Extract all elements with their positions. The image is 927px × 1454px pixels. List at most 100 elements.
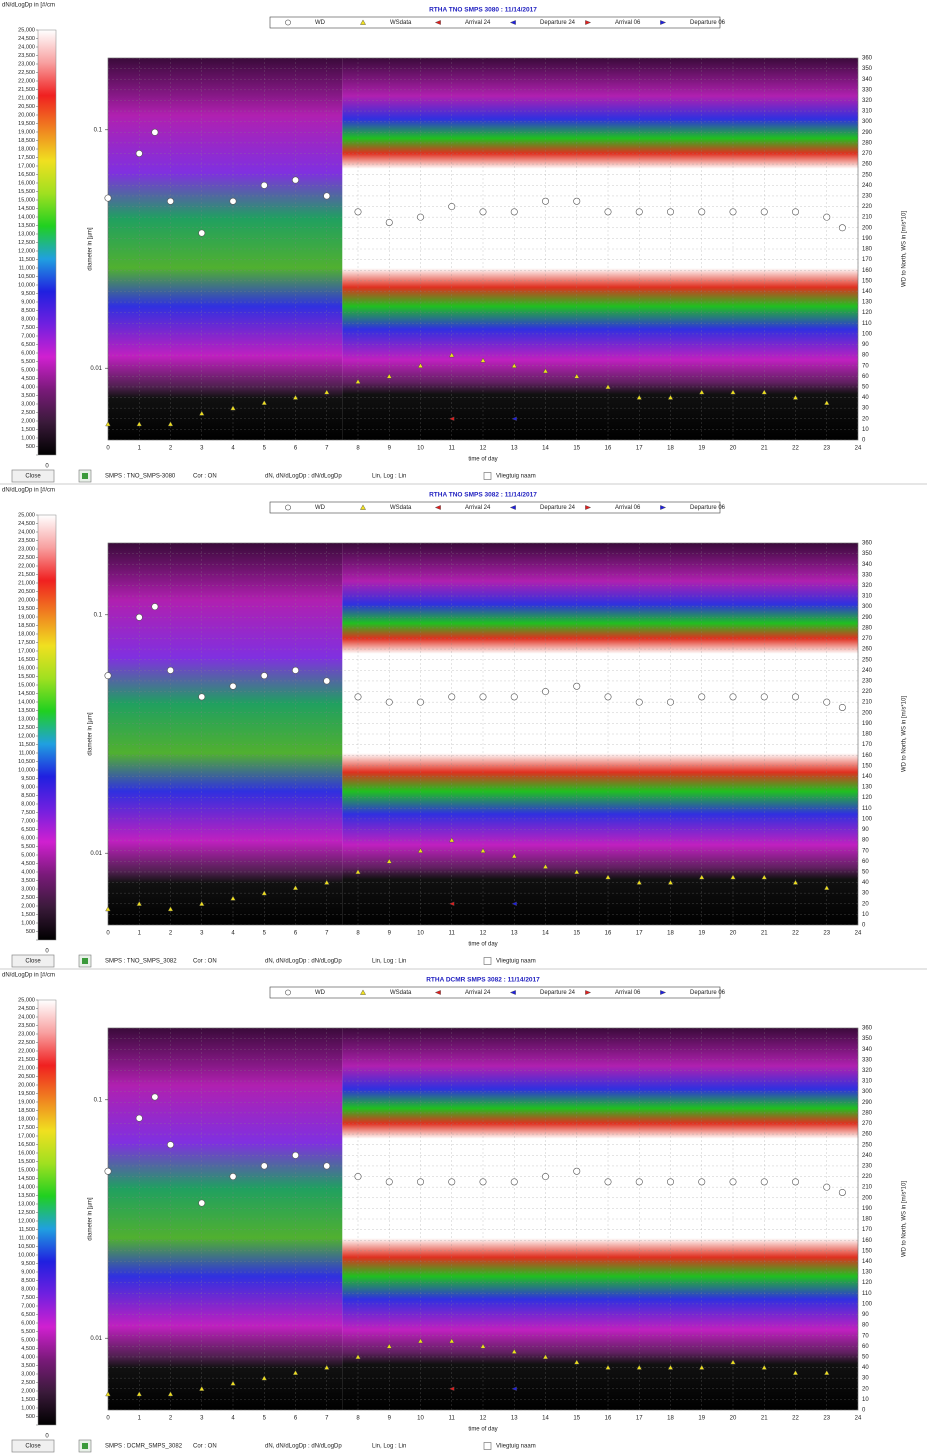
y2-tick-label: 340 — [862, 77, 873, 83]
y2-tick-label: 310 — [862, 1079, 873, 1085]
colorbar-tick-label: 18,500 — [18, 138, 35, 144]
x-axis-label: time of day — [468, 942, 497, 948]
marker — [761, 1179, 767, 1185]
colorbar-tick-label: 24,500 — [18, 1006, 35, 1012]
colorbar-tick-label: 4,500 — [21, 1346, 35, 1352]
colorbar-tick-label: 23,500 — [18, 1023, 35, 1029]
button-label[interactable]: Close — [25, 1444, 41, 1450]
y2-tick-label: 330 — [862, 87, 873, 93]
marker — [699, 1179, 705, 1185]
y2-tick-label: 210 — [862, 215, 873, 221]
chart-title: RTHA TNO SMPS 3082 : 11/14/2017 — [429, 492, 537, 499]
colorbar — [38, 30, 56, 455]
colorbar-tick-label: 6,000 — [21, 350, 35, 356]
close-button[interactable]: Close — [12, 1440, 54, 1452]
close-button[interactable]: Close — [12, 955, 54, 967]
x-tick-label: 11 — [449, 931, 456, 937]
checkbox[interactable] — [484, 958, 491, 965]
icon-glyph[interactable] — [82, 473, 88, 479]
y2-tick-label: 300 — [862, 604, 873, 610]
export-icon[interactable] — [79, 1440, 91, 1452]
button-label[interactable]: Close — [25, 474, 41, 480]
y2-tick-label: 250 — [862, 657, 873, 663]
x-tick-label: 6 — [294, 931, 298, 937]
x-tick-label: 18 — [667, 1416, 674, 1422]
colorbar-tick-label: 13,000 — [18, 716, 35, 722]
checkbox[interactable] — [484, 1443, 491, 1450]
colorbar-tick-label: 21,000 — [18, 1065, 35, 1071]
colorbar-tick-label: 7,000 — [21, 1303, 35, 1309]
y2-tick-label: 180 — [862, 1217, 873, 1223]
x-tick-label: 19 — [698, 931, 705, 937]
export-icon[interactable] — [79, 955, 91, 967]
checkbox-label: Vliegtuig naam — [496, 1444, 536, 1450]
marker — [261, 672, 267, 678]
toolbar-mode: dN, dN/dLogDp : dN/dLogDp — [265, 1444, 342, 1450]
marker — [136, 614, 142, 620]
toolbar-cor: Cor : ON — [193, 1444, 217, 1450]
y2-tick-label: 230 — [862, 679, 873, 685]
y2-tick-label: 340 — [862, 562, 873, 568]
y2-tick-label: 290 — [862, 615, 873, 621]
toolbar-cor: Cor : ON — [193, 959, 217, 965]
colorbar-tick-label: 4,000 — [21, 869, 35, 875]
x-tick-label: 15 — [573, 931, 580, 937]
y2-tick-label: 110 — [862, 321, 872, 327]
x-tick-label: 16 — [605, 446, 612, 452]
x-tick-label: 6 — [294, 1416, 298, 1422]
colorbar-tick-label: 0 — [45, 949, 49, 955]
legend-label: WD — [315, 505, 326, 511]
x-tick-label: 19 — [698, 1416, 705, 1422]
button-label[interactable]: Close — [25, 959, 41, 965]
y2-tick-label: 70 — [862, 363, 869, 369]
marker — [292, 177, 298, 183]
marker — [261, 182, 267, 188]
x-tick-label: 5 — [263, 1416, 267, 1422]
x-tick-label: 12 — [480, 446, 487, 452]
x-tick-label: 17 — [636, 1416, 643, 1422]
screen: RTHA TNO SMPS 3080 : 11/14/2017012345678… — [0, 0, 927, 1454]
colorbar-tick-label: 20,500 — [18, 1074, 35, 1080]
x-tick-label: 10 — [417, 446, 424, 452]
x-tick-label: 16 — [605, 1416, 612, 1422]
colorbar-tick-label: 12,000 — [18, 733, 35, 739]
colorbar — [38, 1000, 56, 1425]
marker — [542, 1173, 548, 1179]
colorbar-tick-label: 6,500 — [21, 1312, 35, 1318]
x-tick-label: 15 — [573, 446, 580, 452]
colorbar-tick-label: 19,000 — [18, 614, 35, 620]
toolbar-source: SMPS : TNO_SMPS_3082 — [105, 959, 177, 965]
y2-tick-label: 90 — [862, 1312, 869, 1318]
y2-tick-label: 140 — [862, 1259, 873, 1265]
colorbar-tick-label: 11,000 — [19, 750, 35, 756]
colorbar-tick-label: 3,500 — [21, 878, 35, 884]
icon-glyph[interactable] — [82, 1443, 88, 1449]
colorbar-tick-label: 19,500 — [18, 121, 35, 127]
x-tick-label: 8 — [356, 931, 360, 937]
colorbar-tick-label: 4,500 — [21, 376, 35, 382]
legend-label: Departure 06 — [690, 20, 726, 26]
close-button[interactable]: Close — [12, 470, 54, 482]
y-tick-label: 0.01 — [90, 851, 102, 857]
checkbox[interactable] — [484, 473, 491, 480]
y-tick-label: 0.01 — [90, 1336, 102, 1342]
checkbox-label: Vliegtuig naam — [496, 959, 536, 965]
y-tick-label: 0.1 — [94, 612, 103, 618]
chart-title: RTHA DCMR SMPS 3082 : 11/14/2017 — [426, 977, 540, 984]
marker — [386, 699, 392, 705]
x-tick-label: 14 — [542, 931, 549, 937]
y2-tick-label: 100 — [862, 1301, 873, 1307]
y2-tick-label: 350 — [862, 551, 873, 557]
y2-tick-label: 40 — [862, 1365, 869, 1371]
y2-tick-label: 150 — [862, 763, 873, 769]
icon-glyph[interactable] — [82, 958, 88, 964]
export-icon[interactable] — [79, 470, 91, 482]
colorbar-tick-label: 6,000 — [21, 835, 35, 841]
y2-tick-label: 90 — [862, 827, 869, 833]
marker — [824, 1184, 830, 1190]
marker — [105, 195, 111, 201]
marker — [285, 990, 290, 995]
colorbar-tick-label: 5,000 — [21, 852, 35, 858]
marker — [292, 1152, 298, 1158]
x-tick-label: 4 — [231, 1416, 235, 1422]
